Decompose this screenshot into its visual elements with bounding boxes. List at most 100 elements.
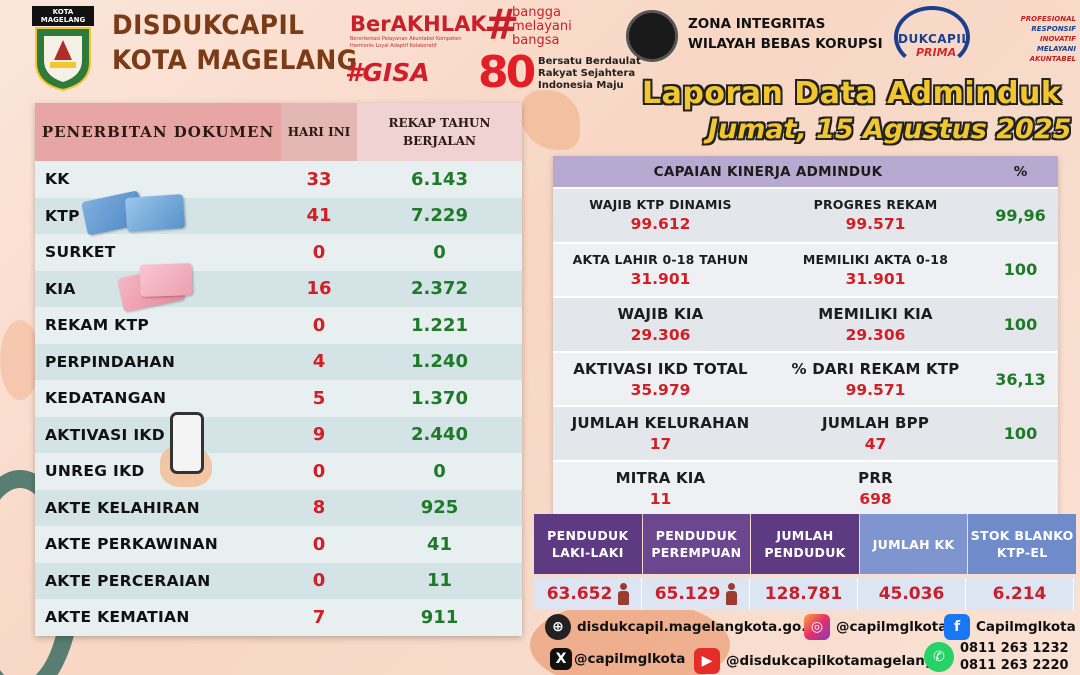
male-person-icon <box>618 583 630 605</box>
row-year: 925 <box>420 497 459 519</box>
youtube-icon: ▶ <box>694 648 720 674</box>
row-today: 0 <box>312 570 326 592</box>
capaian-percent: 100 <box>1003 260 1038 280</box>
prima-label-2: PRIMA <box>916 46 957 59</box>
decor-blob <box>520 90 580 150</box>
zona-integritas-label: ZONA INTEGRITAS WILAYAH BEBAS KORUPSI <box>688 14 883 54</box>
tagline-line: Bersatu Berdaulat <box>538 56 641 67</box>
gisa-logo: #GISA <box>345 58 430 87</box>
row-today: 4 <box>312 351 326 373</box>
capaian-value: 47 <box>864 435 887 454</box>
facebook-link[interactable]: f Capilmglkota <box>944 614 1076 640</box>
motto-line: INOVATIF <box>1039 35 1076 43</box>
capaian-row: AKTA LAHIR 0-18 TAHUN 31.901 MEMILIKI AKTA… <box>553 241 1058 297</box>
row-today: 0 <box>312 314 326 336</box>
row-year: 1.370 <box>411 387 468 409</box>
dukcapil-prima-logo: DUKCAPIL PRIMA <box>890 6 976 68</box>
table-row: PERPINDAHAN 4 1.240 <box>35 343 522 380</box>
bangga-line: bangga <box>512 5 561 20</box>
row-today: 0 <box>312 533 326 555</box>
x-text: @capilmglkota <box>574 651 686 667</box>
hashtag-icon: # <box>484 0 520 49</box>
row-name: KK <box>45 170 70 189</box>
capaian-cell-right: PRR 698 <box>768 469 983 508</box>
female-person-icon <box>726 583 738 605</box>
shield-emblem-icon <box>35 27 91 92</box>
capaian-cell-left: AKTIVASI IKD TOTAL 35.979 <box>553 360 768 399</box>
capaian-cell-left: JUMLAH KELURAHAN 17 <box>553 414 768 453</box>
table-row: SURKET 0 0 <box>35 234 522 271</box>
row-today: 8 <box>312 497 326 519</box>
row-name: REKAM KTP <box>45 316 149 335</box>
phone-ikd-icon <box>170 412 204 474</box>
motto-line: MELAYANI <box>1036 45 1076 53</box>
youtube-text: @disdukcapilkotamagelang <box>726 653 935 669</box>
capaian-label: WAJIB KIA <box>617 304 704 323</box>
facebook-icon: f <box>944 614 970 640</box>
row-name: AKTE KEMATIAN <box>45 608 190 627</box>
col-header-rekap: REKAP TAHUN BERJALAN <box>357 103 522 161</box>
row-today: 7 <box>312 606 326 628</box>
row-name: AKTIVASI IKD <box>45 425 165 444</box>
whatsapp-number-1: 0811 263 1232 <box>960 641 1069 656</box>
row-year: 2.440 <box>411 424 468 446</box>
stat-value-jumlah-penduduk: 128.781 <box>750 578 858 610</box>
row-today: 16 <box>306 278 332 300</box>
row-name: SURKET <box>45 243 116 262</box>
instagram-text: @capilmglkota <box>836 619 948 635</box>
capaian-value: 11 <box>649 489 672 508</box>
bangga-line: bangsa <box>512 33 560 48</box>
table-row: KK 33 6.143 <box>35 161 522 198</box>
website-text: disdukcapil.magelangkota.go.id <box>577 619 821 635</box>
stat-head-blanko: STOK BLANKO KTP-EL <box>968 514 1076 574</box>
row-year: 0 <box>433 460 446 482</box>
motto-line: RESPONSIF <box>1031 25 1076 33</box>
bangga-melayani-logo: bangga melayani bangsa <box>512 6 572 48</box>
youtube-link[interactable]: ▶ @disdukcapilkotamagelang <box>694 648 935 674</box>
whatsapp-link[interactable]: ✆ 0811 263 1232 0811 263 2220 <box>924 640 1069 674</box>
row-today: 5 <box>312 387 326 409</box>
row-year: 1.240 <box>411 351 468 373</box>
capaian-value: 99.571 <box>845 215 906 234</box>
table-row: AKTE KEMATIAN 7 911 <box>35 599 522 636</box>
capaian-cell-left: MITRA KIA 11 <box>553 469 768 508</box>
whatsapp-numbers: 0811 263 1232 0811 263 2220 <box>960 640 1069 674</box>
table-row: AKTE PERCERAIAN 0 11 <box>35 562 522 599</box>
stats-header: PENDUDUK LAKI-LAKI PENDUDUK PEREMPUAN JU… <box>534 514 1076 574</box>
decor-blob <box>0 320 40 400</box>
kota-magelang-logo: KOTA MAGELANG <box>32 6 94 92</box>
capaian-row: AKTIVASI IKD TOTAL 35.979 % DARI REKAM KTP… <box>553 350 1058 406</box>
stat-head-perempuan: PENDUDUK PEREMPUAN <box>642 514 751 574</box>
capaian-label: PROGRES REKAM <box>813 197 938 213</box>
berakhlak-subtitle: Berorientasi Pelayanan Akuntabel Kompete… <box>350 36 462 49</box>
row-name: KEDATANGAN <box>45 389 167 408</box>
instagram-link[interactable]: ◎ @capilmglkota <box>804 614 947 640</box>
tagline-line: Rakyat Sejahtera <box>538 68 636 79</box>
stat-value-laki: 63.652 <box>534 578 642 610</box>
bersatu-tagline: Bersatu Berdaulat Rakyat Sejahtera Indon… <box>538 56 641 92</box>
capaian-cell-left: AKTA LAHIR 0-18 TAHUN 31.901 <box>553 252 768 288</box>
capaian-value: 35.979 <box>630 380 691 399</box>
tagline-line: Indonesia Maju <box>538 80 624 91</box>
capaian-label: WAJIB KTP DINAMIS <box>589 197 732 213</box>
globe-icon: ⊕ <box>545 614 571 640</box>
website-link[interactable]: ⊕ disdukcapil.magelangkota.go.id <box>545 614 821 640</box>
capaian-label: JUMLAH BPP <box>821 414 930 433</box>
row-year: 1.221 <box>411 314 468 336</box>
capaian-value: 698 <box>859 489 892 508</box>
hut-80-logo: 80 <box>478 47 536 98</box>
capaian-value: 17 <box>649 435 672 454</box>
motto-line: PROFESIONAL <box>1020 15 1076 23</box>
capaian-cell-right: JUMLAH BPP 47 <box>768 414 983 453</box>
row-name: AKTE PERCERAIAN <box>45 571 211 590</box>
x-link[interactable]: X @capilmglkota <box>550 648 685 670</box>
zi-line-1: ZONA INTEGRITAS <box>688 16 826 32</box>
capaian-body: WAJIB KTP DINAMIS 99.612 PROGRES REKAM 99.5… <box>553 187 1058 515</box>
brand-line-2: KOTA MAGELANG <box>112 45 358 76</box>
row-today: 33 <box>306 168 332 190</box>
capaian-label: PRR <box>858 468 893 487</box>
berakhlak-logo: BerAKHLAK <box>350 12 487 36</box>
stat-number: 63.652 <box>546 584 613 604</box>
capaian-cell-right: PROGRES REKAM 99.571 <box>768 197 983 233</box>
table-row: KIA 16 2.372 <box>35 270 522 307</box>
